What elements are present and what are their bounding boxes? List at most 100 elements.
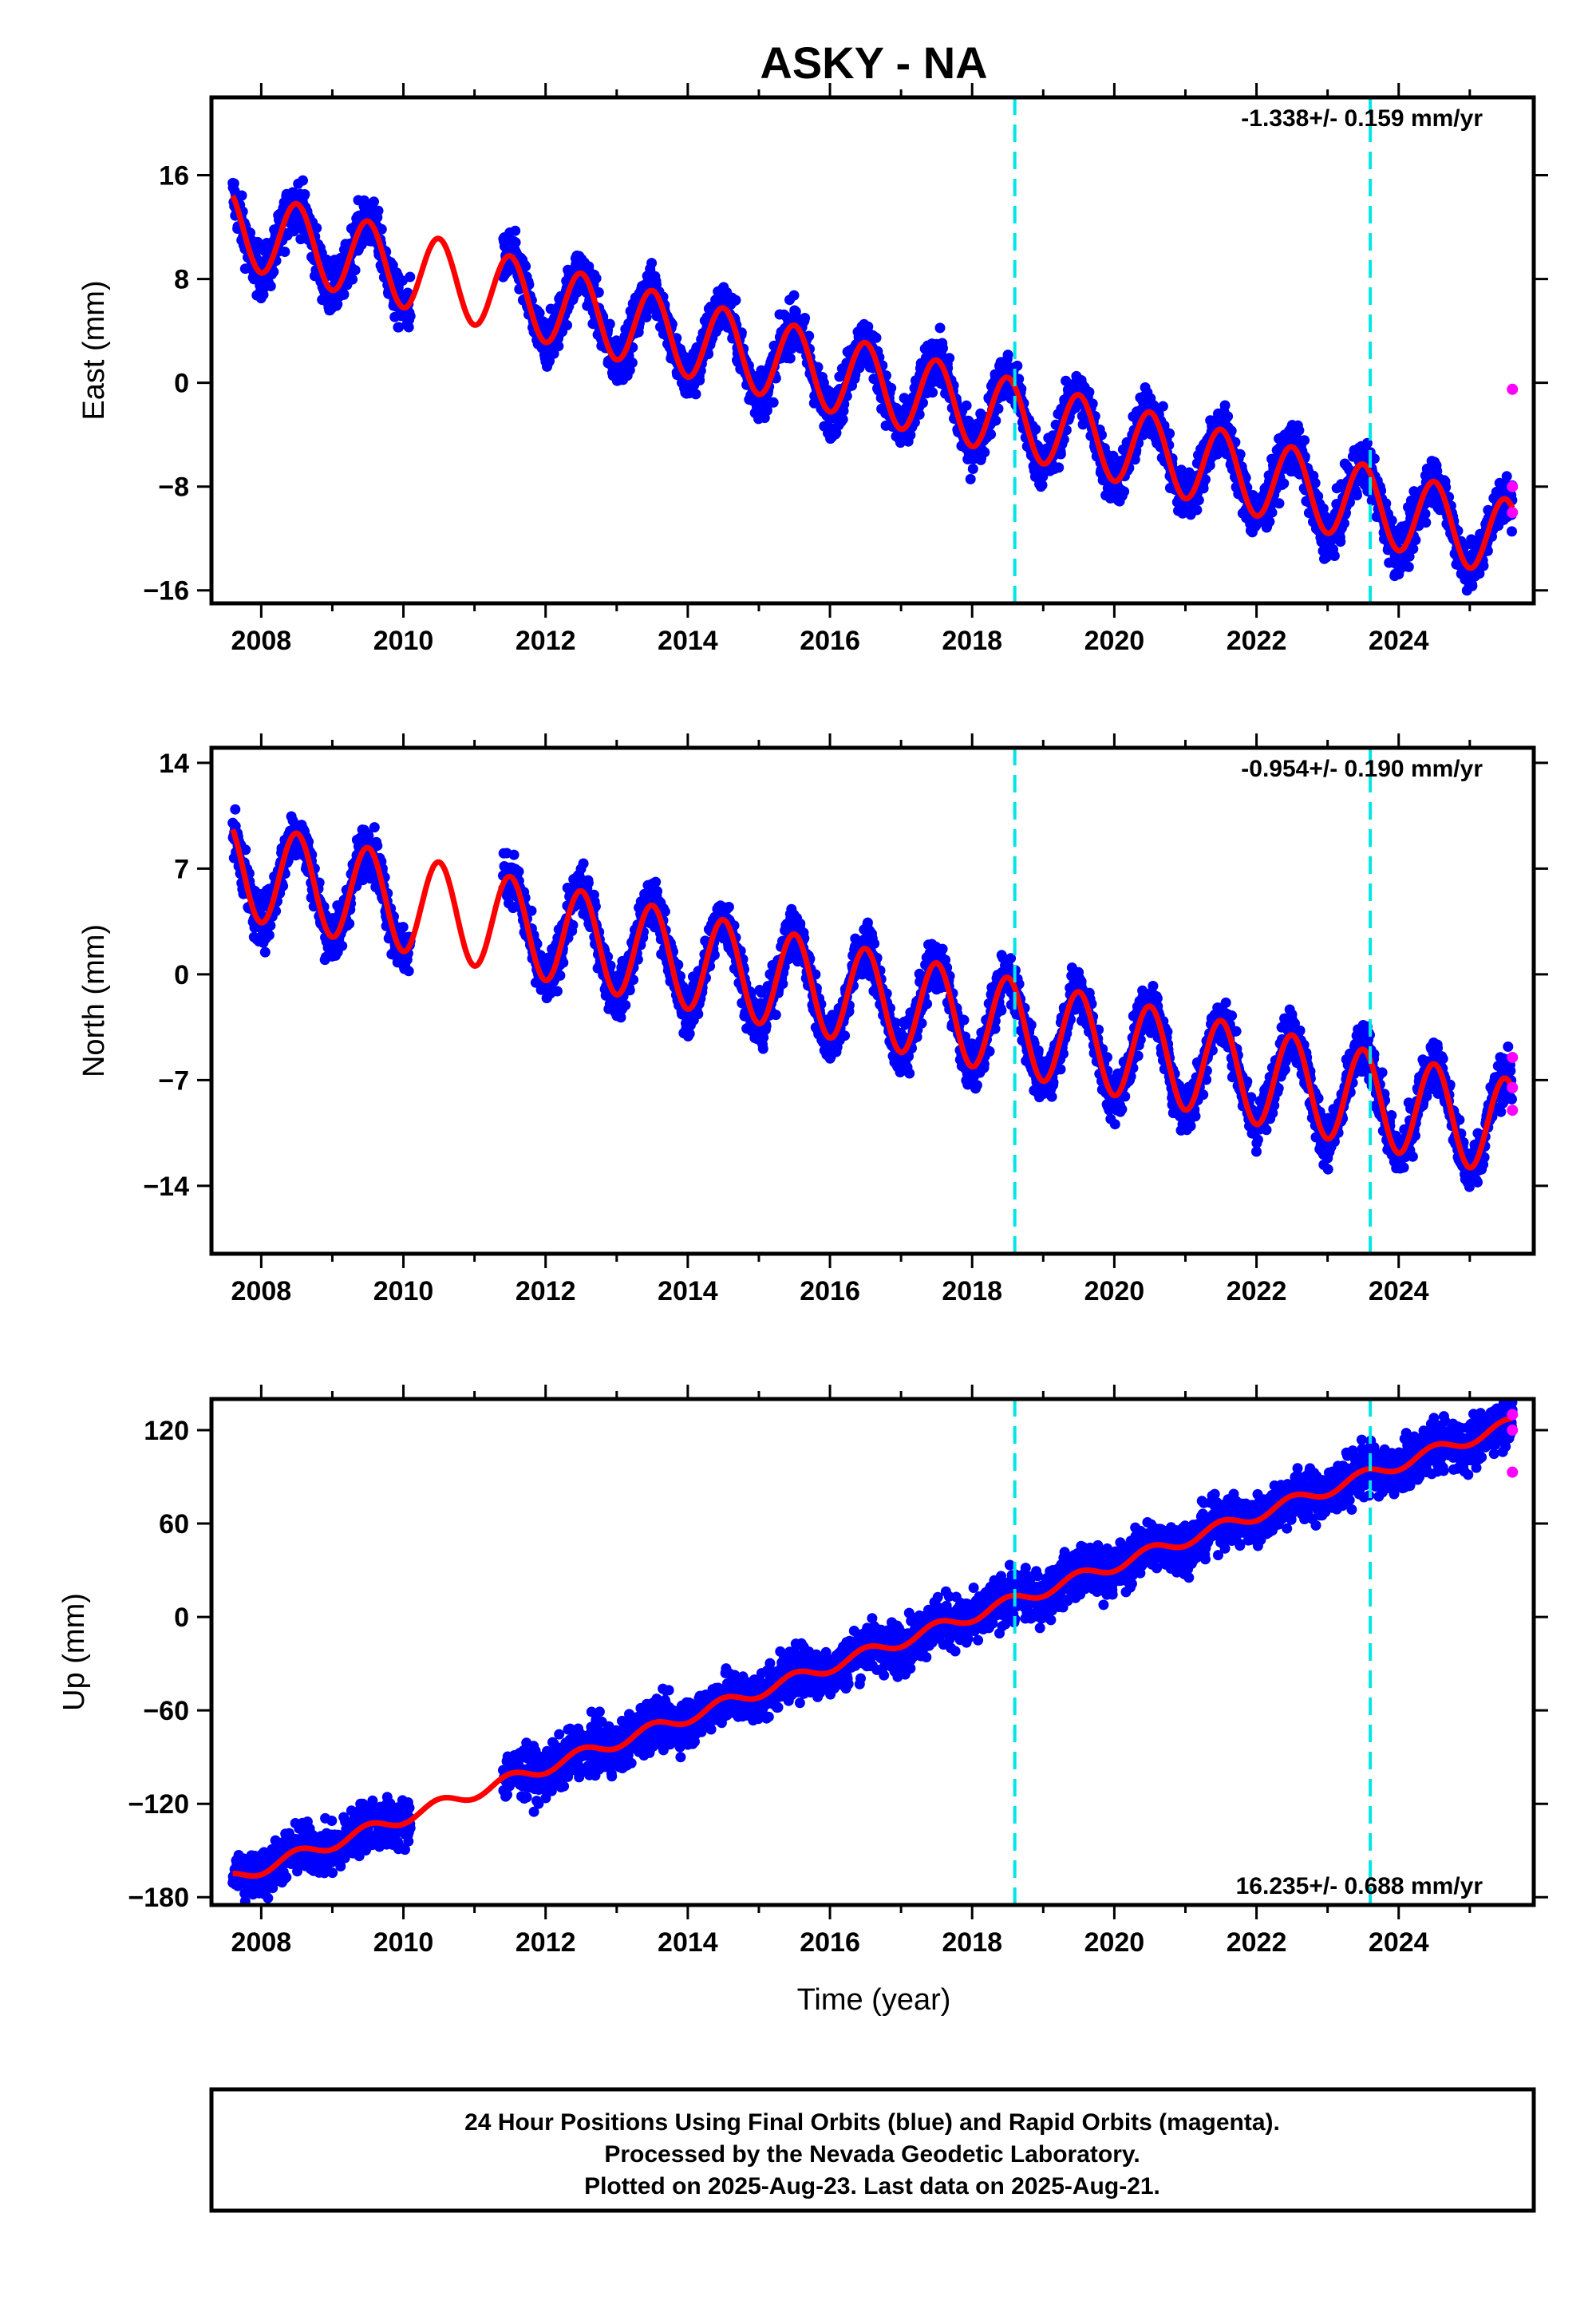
x-tick-label: 2016 [800,626,860,656]
final-orbit-point [321,254,332,265]
final-orbit-point [730,294,741,306]
final-orbit-point [1420,517,1432,528]
final-orbit-point [593,287,604,298]
final-orbit-point [1294,425,1305,436]
final-orbit-point [1369,453,1380,464]
final-orbit-point [641,312,652,322]
final-orbit-point [1329,551,1340,561]
final-orbit-point [1030,424,1041,435]
final-orbit-point [934,322,946,334]
final-orbit-point [1310,477,1321,488]
final-orbit-point [918,397,928,409]
final-orbit-point [1055,449,1066,460]
panel-frame-east [209,95,1536,606]
rapid-orbit-point [1507,383,1519,395]
final-orbit-point [986,429,997,440]
final-orbit-point [405,310,416,322]
final-orbit-point [338,289,350,300]
final-orbit-point [1053,462,1065,473]
final-orbit-point [997,391,1008,401]
figure-title: ASKY - NA [760,38,987,88]
final-orbit-point [299,189,310,200]
final-orbit-point [938,342,948,354]
final-orbit-point [298,175,308,186]
final-orbit-point [337,940,348,951]
final-orbit-point [690,389,701,400]
final-orbit-point [526,905,537,916]
final-orbit-point [1191,504,1203,516]
final-orbit-point [591,273,602,284]
final-orbit-point [1002,350,1013,361]
final-orbit-point [967,464,978,474]
final-orbit-point [240,844,251,856]
final-orbit-point [620,1000,631,1010]
final-orbit-point [1175,464,1187,476]
panel-east: 2008 2010 2012 2014 2016 2018 2020 2022 20241680… [77,83,1548,656]
final-orbit-point [1467,580,1478,591]
x-tick-label: 2008 [231,626,292,656]
final-orbit-point [551,986,563,997]
final-orbit-point [1087,398,1098,409]
final-orbit-point [993,403,1004,414]
final-orbit-point [790,306,801,317]
final-orbit-point [1037,480,1048,491]
final-orbit-point [961,400,972,411]
final-orbit-point [1198,483,1209,494]
final-orbit-point [927,387,938,398]
final-orbit-point [1507,526,1517,537]
final-orbit-point [259,947,271,958]
final-orbit-point [1321,551,1332,563]
final-orbit-point [583,877,594,888]
final-orbit-point [604,318,615,330]
final-orbit-point [520,261,531,272]
final-orbit-point [1386,515,1397,526]
final-orbit-point [979,447,990,458]
final-orbit-point [1404,551,1415,562]
y-tick-label: −8 [158,472,189,503]
final-orbit-point [1012,360,1023,371]
rapid-orbit-points-east [1507,383,1519,519]
final-orbit-point [562,320,572,330]
final-orbit-point [761,405,772,416]
final-orbit-point [626,358,638,368]
final-orbit-point [652,886,663,897]
final-orbit-point [279,247,290,257]
final-orbit-point [1204,460,1215,471]
final-orbit-point [703,349,714,360]
final-orbit-point [784,353,796,364]
final-orbit-point [886,382,897,393]
final-orbit-point [555,970,566,981]
final-orbit-point [347,274,358,285]
rapid-orbit-point [1507,480,1519,492]
plot-area-north [227,804,1519,1192]
final-orbit-point [403,322,414,333]
final-orbit-point [1235,449,1246,460]
final-orbit-point [265,920,276,931]
final-orbit-point [508,849,519,860]
final-orbit-point [228,178,239,189]
final-orbit-point [965,473,976,484]
final-orbit-point [1157,401,1168,412]
final-orbit-point [553,341,564,352]
x-tick-label: 2024 [1369,626,1429,656]
final-orbit-point [1274,498,1285,509]
final-orbit-point [964,417,975,428]
rapid-orbit-point [1507,507,1519,519]
panel-north: 2008 2010 2012 2014 2016 2018 2020 2022 20241470… [77,733,1548,1306]
y-tick-label: 16 [159,161,189,192]
rate-label: -1.338+/- 0.159 mm/yr [1241,105,1483,132]
x-tick-label: 2020 [1084,626,1145,656]
final-orbit-point [1193,495,1204,506]
final-orbit-point [837,414,848,425]
y-tick-label: 8 [174,265,189,295]
final-orbit-point [1200,474,1211,485]
final-orbit-point [650,876,662,887]
final-orbit-point [510,225,521,236]
final-orbit-point [871,332,882,343]
final-orbit-point [376,223,387,235]
final-orbit-point [405,271,416,283]
final-orbit-point [1084,386,1095,397]
final-orbit-point [1474,568,1485,579]
final-orbit-point [1061,375,1072,386]
